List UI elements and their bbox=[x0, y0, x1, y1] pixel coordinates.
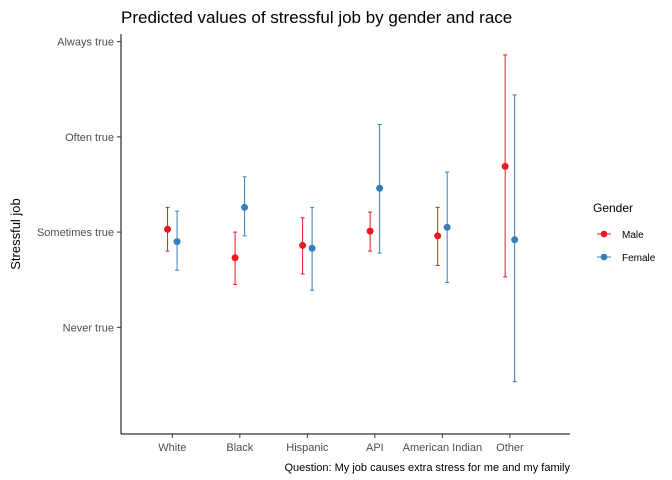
y-ticks: Never true Sometimes true Often true Always… bbox=[37, 37, 121, 334]
data-point bbox=[511, 236, 519, 244]
data-point bbox=[299, 241, 307, 249]
legend: Gender Male Female bbox=[593, 201, 656, 264]
x-tick-label: Hispanic bbox=[286, 442, 329, 454]
legend-label: Female bbox=[622, 253, 656, 264]
data-point bbox=[231, 254, 239, 262]
y-tick-label: Never true bbox=[63, 322, 114, 334]
plot-area bbox=[120, 34, 570, 435]
legend-title: Gender bbox=[593, 201, 633, 215]
chart-caption: Question: My job causes extra stress for… bbox=[285, 462, 571, 474]
data-point bbox=[443, 223, 451, 231]
data-point bbox=[376, 184, 384, 192]
chart-title: Predicted values of stressful job by gen… bbox=[121, 8, 512, 27]
x-tick-label: API bbox=[366, 442, 384, 454]
data-point bbox=[241, 203, 249, 211]
data-point bbox=[308, 244, 316, 252]
data-point bbox=[173, 238, 181, 246]
legend-key-point bbox=[600, 230, 608, 238]
x-ticks: White Black Hispanic API American Indian Othe… bbox=[158, 434, 524, 454]
y-tick-label: Always true bbox=[57, 37, 114, 49]
legend-key-point bbox=[600, 253, 608, 261]
x-tick-label: American Indian bbox=[403, 442, 483, 454]
legend-label: Male bbox=[622, 230, 644, 241]
data-point bbox=[164, 225, 172, 233]
x-tick-label: Other bbox=[496, 442, 524, 454]
y-tick-label: Often true bbox=[65, 132, 114, 144]
x-tick-label: Black bbox=[226, 442, 253, 454]
data-point bbox=[366, 227, 374, 235]
data-point bbox=[501, 162, 509, 170]
y-tick-label: Sometimes true bbox=[37, 227, 114, 239]
data-point bbox=[434, 232, 442, 240]
data-marks bbox=[164, 54, 519, 383]
y-axis-title: Stressful job bbox=[8, 198, 23, 270]
x-tick-label: White bbox=[158, 442, 186, 454]
